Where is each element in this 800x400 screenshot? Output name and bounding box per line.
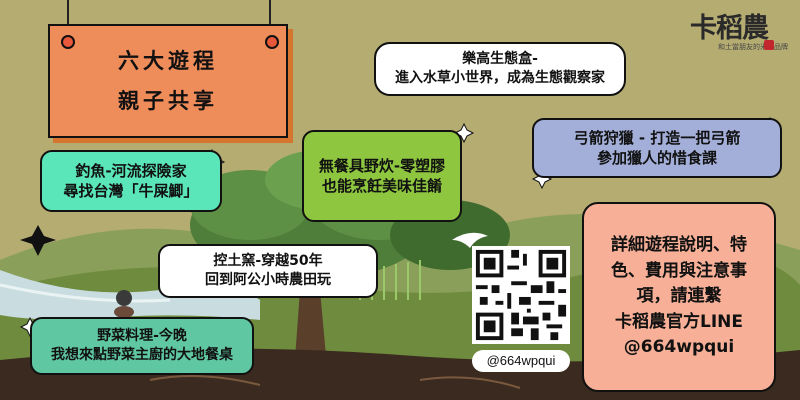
title-card: 六大遊程 親子共享 [48,24,288,138]
activity-card-cooking: 無餐具野炊-零塑膠 也能烹飪美味佳餚 [302,130,462,222]
title-line-2: 親子共享 [118,89,218,113]
activity-title: 無餐具野炊-零塑膠 [318,156,446,175]
info-line-3: 項，請連繫 [636,286,722,307]
activity-card-archery: 弓箭狩獵 - 打造一把弓箭 參加獵人的惜食課 [532,118,782,178]
activity-title: 釣魚-河流探險家 [75,161,187,180]
qr-code-icon[interactable] [472,246,570,344]
activity-title: 弓箭狩獵 - 打造一把弓箭 [573,128,741,147]
info-line-5: @664wpqui [623,337,735,358]
activity-title: 樂高生態盒- [462,51,538,68]
activity-card-veggie: 野菜料理-今晚 我想來點野菜主廚的大地餐桌 [30,317,254,375]
activity-subtitle: 回到阿公小時農田玩 [205,272,331,288]
activity-subtitle: 進入水草小世界，成為生態觀察家 [395,70,605,86]
qr-code-graphic [472,246,570,344]
activity-subtitle: 尋找台灣「牛屎鯽」 [63,182,199,200]
activity-title: 控土窯-穿越50年 [213,253,323,270]
activity-title: 野菜料理-今晚 [97,328,187,345]
title-line-1: 六大遊程 [118,48,218,73]
activity-subtitle: 參加獵人的惜食課 [596,149,717,167]
activity-card-ecobox: 樂高生態盒- 進入水草小世界，成為生態觀察家 [374,42,626,96]
brand-seal-icon [764,40,774,50]
line-id-label: @664wpqui [472,350,570,372]
activity-card-kiln: 控土窯-穿越50年 回到阿公小時農田玩 [158,244,378,298]
contact-info-card: 詳細遊程說明、特 色、費用與注意事 項，請連繫 卡稻農官方LINE @664wp… [582,202,776,392]
activity-subtitle: 也能烹飪美味佳餚 [321,177,442,195]
activity-card-fishing: 釣魚-河流探險家 尋找台灣「牛屎鯽」 [40,150,222,212]
title-card-pins [61,35,279,49]
brand-name: 卡稻農 [690,13,769,44]
brand-tagline: 和土當朋友的米農品牌 [718,43,788,51]
activity-subtitle: 我想來點野菜主廚的大地餐桌 [51,347,233,363]
info-line-4: 卡稻農官方LINE [615,311,743,332]
info-line-1: 詳細遊程說明、特 [611,235,747,256]
info-line-2: 色、費用與注意事 [611,260,747,281]
